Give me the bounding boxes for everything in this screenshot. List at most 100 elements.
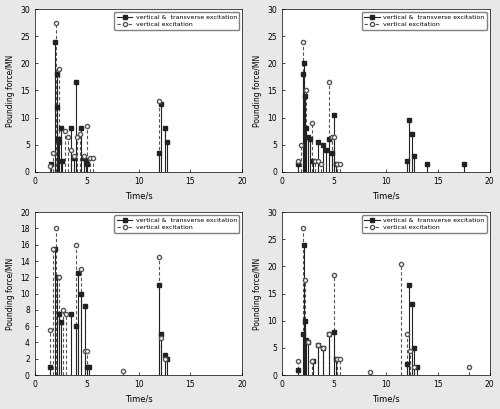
Legend: vertical &  transverse excitation, vertical excitation: vertical & transverse excitation, vertic… <box>114 12 240 30</box>
vertical excitation <box>334 161 340 166</box>
vertical &  transverse excitation <box>316 139 322 144</box>
vertical &  transverse excitation <box>406 118 411 123</box>
vertical &  transverse excitation <box>74 324 80 328</box>
vertical excitation <box>334 356 340 361</box>
vertical excitation <box>50 246 56 251</box>
vertical excitation <box>305 340 311 345</box>
Legend: vertical &  transverse excitation, vertical excitation: vertical & transverse excitation, vertic… <box>362 12 486 30</box>
vertical &  transverse excitation <box>156 283 162 288</box>
vertical excitation <box>53 20 59 25</box>
vertical excitation <box>316 343 322 348</box>
vertical excitation <box>90 156 96 161</box>
vertical excitation <box>48 164 54 169</box>
vertical excitation <box>316 159 322 164</box>
vertical &  transverse excitation <box>86 364 91 369</box>
vertical excitation <box>312 159 318 164</box>
vertical excitation <box>63 312 69 317</box>
vertical &  transverse excitation <box>333 161 339 166</box>
vertical excitation <box>74 134 80 139</box>
Y-axis label: Pounding force/MN: Pounding force/MN <box>253 54 262 127</box>
vertical excitation <box>78 267 84 272</box>
vertical excitation <box>156 254 162 259</box>
vertical excitation <box>398 261 404 266</box>
vertical &  transverse excitation <box>74 80 80 85</box>
vertical &  transverse excitation <box>302 94 308 99</box>
vertical excitation <box>331 272 337 277</box>
vertical &  transverse excitation <box>305 340 311 345</box>
vertical &  transverse excitation <box>78 291 84 296</box>
vertical excitation <box>120 369 126 373</box>
vertical &  transverse excitation <box>54 72 60 76</box>
Line: vertical &  transverse excitation: vertical & transverse excitation <box>50 40 168 166</box>
vertical excitation <box>337 356 343 361</box>
vertical excitation <box>294 159 300 164</box>
vertical &  transverse excitation <box>411 346 417 351</box>
vertical &  transverse excitation <box>326 332 332 337</box>
vertical &  transverse excitation <box>304 126 310 131</box>
vertical &  transverse excitation <box>404 362 409 366</box>
vertical &  transverse excitation <box>82 159 88 164</box>
X-axis label: Time/s: Time/s <box>372 394 400 403</box>
vertical &  transverse excitation <box>424 161 430 166</box>
vertical &  transverse excitation <box>84 364 89 369</box>
vertical &  transverse excitation <box>294 161 300 166</box>
vertical &  transverse excitation <box>404 159 409 164</box>
vertical excitation <box>411 364 417 369</box>
vertical excitation <box>466 364 472 369</box>
vertical &  transverse excitation <box>71 156 77 161</box>
Line: vertical &  transverse excitation: vertical & transverse excitation <box>296 243 419 371</box>
vertical excitation <box>406 348 412 353</box>
vertical excitation <box>162 356 168 361</box>
vertical excitation <box>326 80 332 85</box>
vertical &  transverse excitation <box>414 364 420 369</box>
vertical excitation <box>71 153 77 158</box>
vertical &  transverse excitation <box>326 137 332 142</box>
Line: vertical &  transverse excitation: vertical & transverse excitation <box>48 247 168 369</box>
vertical excitation <box>331 134 337 139</box>
Line: vertical excitation: vertical excitation <box>296 226 471 374</box>
vertical excitation <box>300 226 306 231</box>
Line: vertical excitation: vertical excitation <box>296 40 342 166</box>
vertical &  transverse excitation <box>300 72 306 76</box>
vertical &  transverse excitation <box>294 367 300 372</box>
vertical &  transverse excitation <box>54 104 60 109</box>
vertical excitation <box>320 346 326 351</box>
vertical &  transverse excitation <box>58 126 64 131</box>
vertical &  transverse excitation <box>48 161 54 166</box>
vertical &  transverse excitation <box>68 312 74 317</box>
vertical &  transverse excitation <box>164 356 170 361</box>
vertical &  transverse excitation <box>331 112 337 117</box>
vertical &  transverse excitation <box>301 61 307 66</box>
vertical excitation <box>303 88 309 93</box>
vertical excitation <box>298 142 304 147</box>
Y-axis label: Pounding force/MN: Pounding force/MN <box>253 258 262 330</box>
vertical &  transverse excitation <box>158 101 164 106</box>
vertical &  transverse excitation <box>54 275 60 280</box>
vertical &  transverse excitation <box>408 302 414 307</box>
vertical excitation <box>300 39 306 44</box>
vertical &  transverse excitation <box>331 329 337 334</box>
vertical excitation <box>82 348 87 353</box>
vertical &  transverse excitation <box>48 364 54 369</box>
X-axis label: Time/s: Time/s <box>124 191 152 200</box>
vertical &  transverse excitation <box>310 159 316 164</box>
vertical &  transverse excitation <box>164 139 170 144</box>
vertical excitation <box>84 348 89 353</box>
vertical excitation <box>68 148 74 153</box>
vertical excitation <box>60 308 66 312</box>
vertical &  transverse excitation <box>406 283 411 288</box>
vertical excitation <box>156 99 162 104</box>
vertical &  transverse excitation <box>52 246 59 251</box>
vertical &  transverse excitation <box>56 139 62 144</box>
vertical excitation <box>87 156 93 161</box>
Line: vertical &  transverse excitation: vertical & transverse excitation <box>296 61 466 166</box>
X-axis label: Time/s: Time/s <box>372 191 400 200</box>
vertical excitation <box>84 124 89 128</box>
vertical excitation <box>367 370 373 375</box>
vertical &  transverse excitation <box>301 242 307 247</box>
vertical &  transverse excitation <box>80 156 86 161</box>
vertical &  transverse excitation <box>408 131 414 136</box>
vertical excitation <box>62 129 68 134</box>
vertical &  transverse excitation <box>76 271 82 276</box>
vertical &  transverse excitation <box>304 337 310 342</box>
